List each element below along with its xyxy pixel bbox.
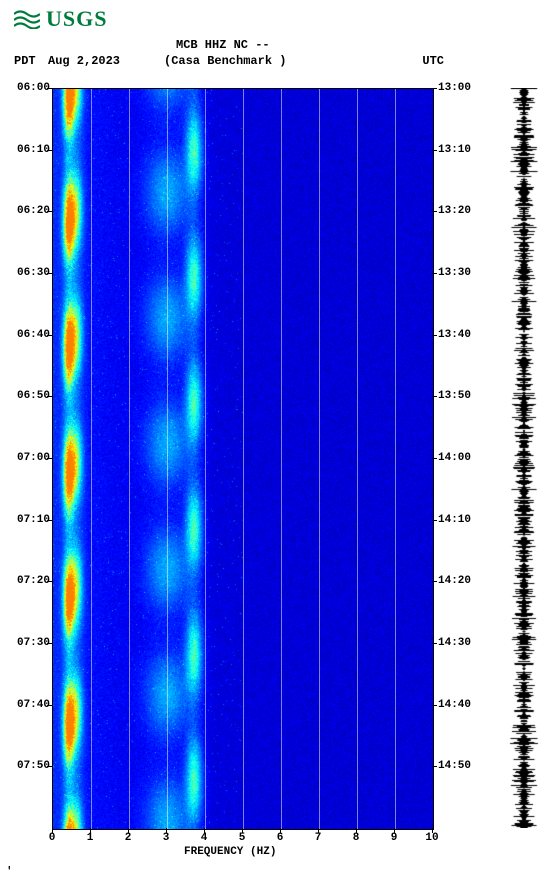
ytick-right: 14:10	[438, 514, 471, 526]
ytick-right: 14:50	[438, 760, 471, 772]
xtick: 4	[194, 832, 214, 844]
xtick: 8	[346, 832, 366, 844]
gridline	[395, 89, 396, 829]
ytick-left: 07:30	[4, 637, 50, 649]
ytick-left: 06:40	[4, 329, 50, 341]
ytick-right: 14:00	[438, 452, 471, 464]
ytick-left: 06:50	[4, 390, 50, 402]
gridline	[129, 89, 130, 829]
station-id: MCB HHZ NC --	[176, 38, 270, 52]
ytick-right: 13:30	[438, 267, 471, 279]
ytick-right: 13:40	[438, 329, 471, 341]
ytick-left: 07:50	[4, 760, 50, 772]
xtick: 6	[270, 832, 290, 844]
xtick: 1	[80, 832, 100, 844]
tz-right-label: UTC	[422, 54, 444, 68]
ytick-right: 13:00	[438, 82, 471, 94]
ytick-right: 14:40	[438, 699, 471, 711]
wave-icon	[14, 9, 40, 29]
ytick-left: 07:40	[4, 699, 50, 711]
gridline	[357, 89, 358, 829]
xtick: 3	[156, 832, 176, 844]
ytick-left: 06:20	[4, 205, 50, 217]
xtick: 2	[118, 832, 138, 844]
sidebar-waveform	[508, 88, 540, 828]
gridline	[205, 89, 206, 829]
ytick-left: 07:00	[4, 452, 50, 464]
gridline	[243, 89, 244, 829]
date-label: Aug 2,2023	[48, 54, 120, 68]
ytick-right: 13:50	[438, 390, 471, 402]
ytick-left: 06:00	[4, 82, 50, 94]
xtick: 9	[384, 832, 404, 844]
xtick: 10	[422, 832, 442, 844]
ytick-left: 06:30	[4, 267, 50, 279]
gridline	[91, 89, 92, 829]
logo-text: USGS	[46, 6, 107, 32]
xtick: 5	[232, 832, 252, 844]
corner-mark: '	[6, 866, 13, 878]
gridline	[281, 89, 282, 829]
gridline	[167, 89, 168, 829]
tz-left-label: PDT	[14, 54, 36, 68]
x-axis-label: FREQUENCY (HZ)	[184, 846, 276, 858]
ytick-left: 06:10	[4, 144, 50, 156]
ytick-right: 14:30	[438, 637, 471, 649]
ytick-right: 13:10	[438, 144, 471, 156]
station-name: (Casa Benchmark )	[164, 54, 286, 68]
usgs-logo: USGS	[14, 6, 107, 32]
xtick: 7	[308, 832, 328, 844]
spectrogram-plot	[52, 88, 434, 830]
ytick-right: 13:20	[438, 205, 471, 217]
ytick-left: 07:10	[4, 514, 50, 526]
ytick-left: 07:20	[4, 575, 50, 587]
ytick-right: 14:20	[438, 575, 471, 587]
gridline	[319, 89, 320, 829]
xtick: 0	[42, 832, 62, 844]
